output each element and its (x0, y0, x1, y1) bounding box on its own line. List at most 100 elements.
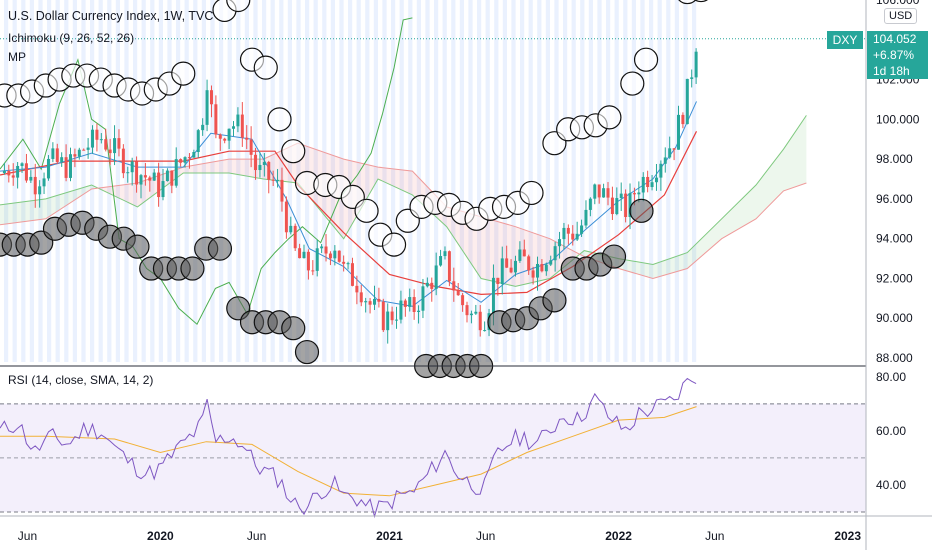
session-stripe (434, 0, 439, 362)
candle-body (139, 175, 143, 185)
mp-circle-hollow (694, 0, 708, 3)
cloud-segment (203, 163, 207, 173)
session-stripe (81, 0, 86, 362)
cloud-segment (400, 169, 404, 191)
candle-body (483, 330, 487, 332)
ichimoku-legend[interactable]: Ichimoku (9, 26, 52, 26) (8, 31, 135, 45)
mp-circle-hollow (633, 47, 659, 72)
cloud-segment (274, 152, 278, 181)
cloud-segment (673, 256, 676, 273)
cloud-segment (769, 164, 773, 205)
cloud-segment (201, 163, 204, 173)
cloud-segment (380, 167, 383, 182)
cloud-segment (687, 250, 690, 269)
candle-body (99, 139, 103, 141)
candle-body (280, 179, 284, 202)
candle-body (412, 297, 416, 312)
currency-label[interactable]: USD (884, 8, 918, 24)
mp-legend[interactable]: MP (8, 50, 26, 64)
cloud-segment (783, 145, 786, 191)
session-stripe (90, 0, 95, 362)
mp-circle-hollow (226, 0, 251, 13)
candle-body (359, 292, 363, 303)
cloud-segment (730, 207, 734, 234)
cloud-segment (52, 196, 55, 215)
cloud-segment (685, 252, 688, 270)
cloud-segment (137, 182, 140, 207)
session-stripe (124, 0, 129, 362)
candle-body (135, 161, 139, 185)
mp-circle-filled (542, 288, 567, 313)
chart-title: U.S. Dollar Currency Index, 1W, TVC (8, 9, 214, 23)
candle-body (126, 172, 130, 174)
candle-body (619, 193, 623, 199)
cloud-segment (636, 261, 640, 275)
cloud-segment (382, 167, 385, 183)
session-stripe (683, 0, 688, 362)
candle-body (342, 261, 346, 264)
candle-body (284, 201, 288, 233)
cloud-segment (27, 201, 30, 222)
time-tick-label: 2023 (834, 529, 861, 543)
candle-body (254, 154, 258, 171)
candle-body (333, 250, 337, 259)
candle-body (628, 193, 632, 218)
candle-body (386, 311, 390, 331)
candle-body (64, 157, 68, 178)
time-tick-label: Jun (705, 529, 724, 543)
session-stripe (150, 0, 155, 362)
candle-body (536, 263, 540, 278)
candle-body (42, 178, 46, 187)
candle-body (236, 114, 240, 127)
candle-body (562, 227, 566, 240)
candle-body (240, 114, 244, 138)
candle-body (615, 198, 619, 215)
time-tick-label: Jun (476, 529, 495, 543)
candle-body (646, 176, 650, 188)
cloud-segment (41, 199, 44, 220)
cloud-segment (375, 166, 378, 183)
cloud-segment (772, 161, 775, 203)
base-line (0, 131, 698, 296)
candle-body (95, 129, 99, 140)
cloud-segment (123, 184, 126, 202)
candle-body (368, 301, 372, 305)
cloud-segment (366, 164, 369, 199)
cloud-segment (373, 166, 376, 187)
cloud-segment (110, 186, 113, 195)
cloud-segment (222, 159, 225, 173)
cloud-segment (533, 233, 537, 283)
cloud-segment (776, 155, 779, 198)
cloud-segment (64, 192, 67, 207)
session-stripe (459, 0, 464, 362)
mp-circle-filled (207, 236, 233, 261)
candle-body (606, 188, 610, 198)
time-axis[interactable]: Jun 2020 Jun 2021 Jun 2022 Jun 2023 (18, 529, 862, 543)
cloud-segment (714, 223, 718, 245)
cloud-segment (29, 200, 33, 221)
session-stripe (12, 0, 17, 362)
cloud-segment (742, 196, 745, 227)
cloud-segment (405, 170, 408, 193)
candle-body (496, 277, 500, 285)
cloud-segment (387, 168, 390, 185)
candle-body (16, 165, 20, 178)
cloud-segment (724, 214, 727, 238)
cloud-segment (199, 163, 202, 173)
time-tick-label: Jun (18, 529, 37, 543)
candle-body (306, 251, 310, 271)
cloud-segment (682, 253, 685, 270)
cloud-segment (627, 260, 630, 272)
cloud-segment (696, 241, 699, 261)
rsi-legend[interactable]: RSI (14, close, SMA, 14, 2) (8, 373, 154, 387)
candle-body (509, 267, 513, 273)
price-tick-label: 94.000 (876, 232, 913, 246)
session-stripe (167, 0, 172, 362)
cloud-segment (48, 197, 51, 218)
candle-body (350, 263, 354, 286)
mp-circle-hollow (354, 198, 379, 223)
cloud-segment (758, 179, 761, 217)
session-stripe (468, 0, 473, 362)
cloud-segment (190, 165, 193, 173)
